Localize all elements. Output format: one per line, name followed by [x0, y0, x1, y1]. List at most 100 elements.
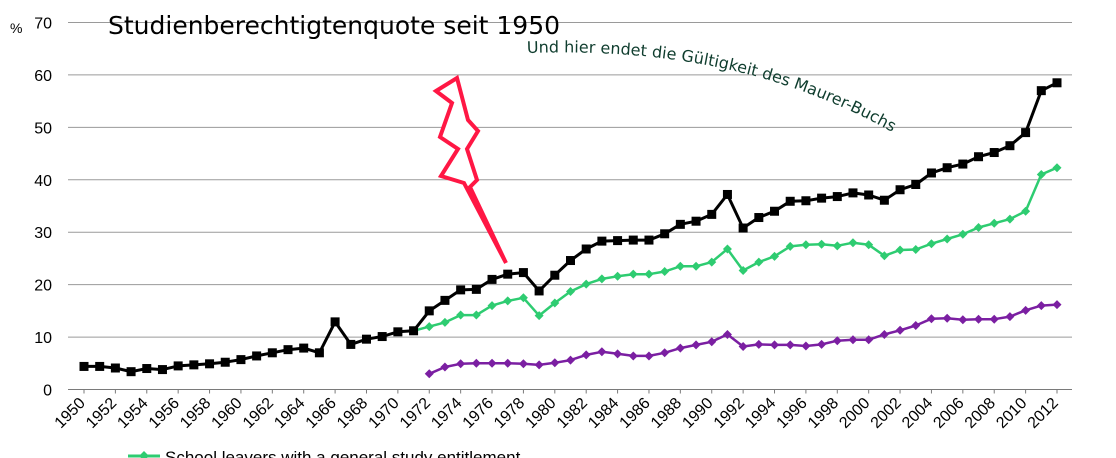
- data-point: [675, 219, 685, 229]
- data-point: [832, 192, 842, 202]
- series-2: [424, 300, 1062, 379]
- data-point: [722, 189, 732, 199]
- data-point: [487, 301, 497, 311]
- data-point: [832, 336, 842, 346]
- x-tick-label: 1956: [146, 395, 183, 432]
- x-tick-label: 1950: [52, 395, 89, 432]
- y-axis-label: %: [10, 20, 22, 36]
- data-point: [817, 239, 827, 249]
- data-point: [456, 359, 466, 369]
- data-point: [518, 268, 528, 278]
- data-point: [424, 369, 434, 379]
- data-point: [314, 348, 324, 358]
- data-point: [770, 251, 780, 261]
- data-point: [299, 343, 309, 353]
- x-tick-label: 1954: [114, 395, 151, 432]
- data-point: [770, 340, 780, 350]
- data-point: [848, 188, 858, 198]
- data-point: [440, 295, 450, 305]
- data-point: [503, 358, 513, 368]
- data-point: [95, 361, 105, 371]
- x-tick-label: 2008: [962, 395, 999, 432]
- data-point: [738, 342, 748, 352]
- data-point: [895, 245, 905, 255]
- data-point: [942, 163, 952, 173]
- data-point: [597, 347, 607, 357]
- data-point: [707, 337, 717, 347]
- data-point: [409, 326, 419, 336]
- data-point: [911, 180, 921, 190]
- data-point: [879, 329, 889, 339]
- chart-title: Studienberechtigtenquote seit 1950: [108, 11, 560, 40]
- x-tick-label: 2000: [836, 395, 873, 432]
- y-tick-label: 70: [34, 16, 52, 33]
- y-tick-label: 10: [34, 330, 52, 347]
- data-point: [252, 351, 262, 361]
- data-point: [974, 222, 984, 232]
- legend-label-green: School leavers with a general study enti…: [165, 448, 521, 458]
- data-point: [1036, 170, 1046, 180]
- data-point: [660, 229, 670, 239]
- data-point: [942, 313, 952, 323]
- data-point: [471, 358, 481, 368]
- data-point: [110, 363, 120, 373]
- data-point: [926, 314, 936, 324]
- data-point: [660, 267, 670, 277]
- data-point: [707, 257, 717, 267]
- data-point: [864, 335, 874, 345]
- data-point: [361, 334, 371, 344]
- y-tick-label: 50: [34, 120, 52, 137]
- data-point: [754, 257, 764, 267]
- data-point: [189, 360, 199, 370]
- data-point: [785, 196, 795, 206]
- y-tick-label: 0: [43, 383, 52, 400]
- data-point: [157, 365, 167, 375]
- data-point: [471, 284, 481, 294]
- data-point: [581, 244, 591, 254]
- data-point: [267, 348, 277, 358]
- series-group: [79, 78, 1062, 379]
- data-point: [534, 286, 544, 296]
- data-point: [597, 274, 607, 284]
- x-tick-label: 1974: [428, 395, 465, 432]
- data-point: [126, 367, 136, 377]
- data-point: [644, 235, 654, 245]
- x-tick-label: 1986: [617, 395, 654, 432]
- data-point: [518, 359, 528, 369]
- data-point: [613, 271, 623, 281]
- annotation-text: Und hier endet die Gültigkeit des Maurer…: [527, 37, 900, 135]
- data-point: [1021, 128, 1031, 138]
- data-point: [722, 329, 732, 339]
- data-point: [581, 279, 591, 289]
- data-point: [722, 244, 732, 254]
- x-tick-label: 1958: [177, 395, 214, 432]
- data-point: [707, 209, 717, 219]
- data-point: [801, 240, 811, 250]
- data-point: [801, 341, 811, 351]
- x-tick-labels: 1950195219541956195819601962196419661968…: [52, 389, 1062, 432]
- data-point: [691, 261, 701, 271]
- y-tick-label: 20: [34, 278, 52, 295]
- data-point: [660, 348, 670, 358]
- lightning-bolt-icon: [432, 74, 508, 264]
- x-tick-label: 1982: [554, 395, 591, 432]
- legend-marker-green: [139, 451, 149, 458]
- x-tick-label: 1964: [271, 395, 308, 432]
- data-point: [550, 298, 560, 308]
- x-tick-label: 1968: [334, 395, 371, 432]
- data-point: [848, 335, 858, 345]
- series-0: [79, 78, 1062, 377]
- data-point: [926, 168, 936, 178]
- data-point: [534, 360, 544, 370]
- data-point: [597, 236, 607, 246]
- x-tick-label: 1994: [742, 395, 779, 432]
- data-point: [471, 310, 481, 320]
- x-tick-label: 1988: [648, 395, 685, 432]
- data-point: [518, 293, 528, 303]
- x-tick-label: 2006: [930, 395, 967, 432]
- data-point: [503, 269, 513, 279]
- data-point: [989, 148, 999, 158]
- data-point: [566, 256, 575, 266]
- data-point: [832, 241, 842, 251]
- data-point: [675, 261, 685, 271]
